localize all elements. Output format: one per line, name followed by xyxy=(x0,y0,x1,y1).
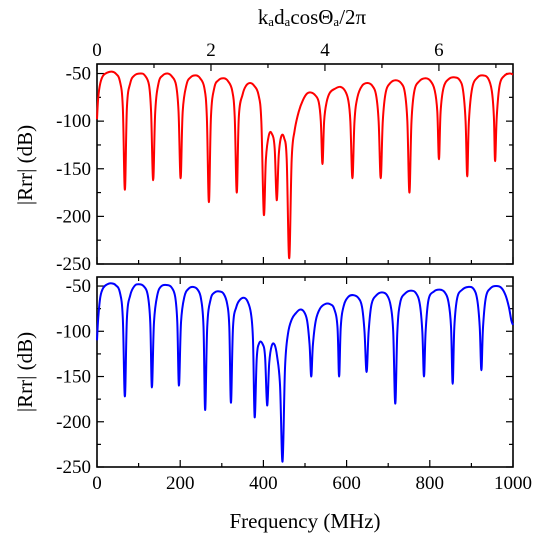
bottom-xlabel: Frequency (MHz) xyxy=(229,509,380,533)
top-ytick-label: -150 xyxy=(56,159,91,180)
bottom-xtick-label: 400 xyxy=(249,473,278,494)
top-ytick-label: -50 xyxy=(66,64,91,85)
bottom-ytick-label: -50 xyxy=(66,276,91,297)
top-axis-tick-label: 0 xyxy=(92,40,102,61)
bottom-ytick-label: -200 xyxy=(56,412,91,433)
bottom-xtick-label: 0 xyxy=(92,473,102,494)
bottom-xtick-label: 600 xyxy=(332,473,361,494)
top-ticks xyxy=(96,64,514,265)
bottom-plot-frame xyxy=(96,276,514,468)
bottom-xtick-label: 800 xyxy=(416,473,445,494)
top-axis-tick-label: 6 xyxy=(434,40,444,61)
top-tick-labels: -50 -100 -150 -200 -250 0 2 4 6 xyxy=(56,40,443,275)
bottom-ylabel: |Rrr| (dB) xyxy=(13,332,37,412)
top-plot-frame xyxy=(96,63,514,265)
top-ytick-label: -100 xyxy=(56,111,91,132)
top-axis-tick-label: 2 xyxy=(206,40,216,61)
bottom-xtick-label: 200 xyxy=(166,473,195,494)
bottom-ytick-label: -100 xyxy=(56,321,91,342)
top-axis-tick-label: 4 xyxy=(320,40,330,61)
top-axis-title: kₐdₐcosΘₐ/2π xyxy=(258,5,367,29)
top-panel: -50 -100 -150 -200 -250 0 2 4 6 kₐdₐcosΘₐ/2π |Rr… xyxy=(13,5,514,275)
bottom-ytick-label: -250 xyxy=(56,457,91,478)
bottom-xtick-label: 1000 xyxy=(494,473,532,494)
top-series-line xyxy=(96,70,514,260)
bottom-ticks xyxy=(96,277,514,468)
bottom-ytick-label: -150 xyxy=(56,367,91,388)
bottom-series-line xyxy=(96,282,514,463)
top-ytick-label: -200 xyxy=(56,206,91,227)
top-ytick-label: -250 xyxy=(56,254,91,275)
top-ylabel: |Rrr| (dB) xyxy=(13,125,37,205)
